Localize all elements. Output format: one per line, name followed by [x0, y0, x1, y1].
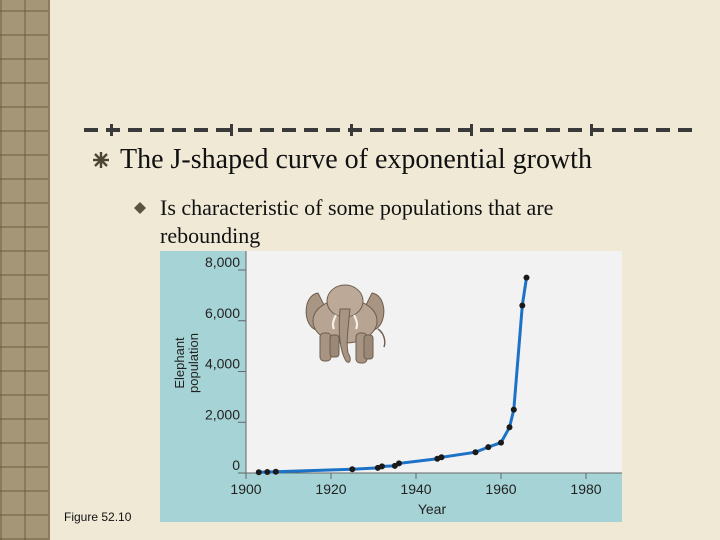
data-point [523, 274, 530, 281]
figure-label: Figure 52.10 [64, 510, 132, 524]
y-tick-label: 2,000 [205, 406, 240, 422]
title-row: The J-shaped curve of exponential growth [92, 144, 592, 176]
y-axis-label: Elephantpopulation [172, 333, 201, 393]
x-tick-label: 1960 [485, 481, 516, 497]
slide-title: The J-shaped curve of exponential growth [120, 144, 592, 175]
separator-tick [110, 124, 113, 136]
title-separator [84, 128, 696, 132]
data-point [472, 449, 479, 456]
separator-tick [350, 124, 353, 136]
x-axis-label: Year [418, 501, 447, 517]
x-tick-label: 1940 [400, 481, 431, 497]
chart-panel: 0 2,000 4,000 6,000 8,000 1900 1920 1940 1960 198… [160, 251, 622, 522]
data-point [519, 302, 526, 309]
y-tick-label: 4,000 [205, 356, 240, 372]
data-point [498, 439, 504, 446]
separator-tick [590, 124, 593, 136]
x-tick-label: 1920 [315, 481, 346, 497]
x-tick-label: 1900 [230, 481, 261, 497]
data-point [506, 424, 513, 431]
data-point [396, 460, 402, 467]
data-point [438, 454, 445, 461]
y-tick-label: 6,000 [205, 305, 240, 321]
data-point [349, 466, 356, 473]
diamond-bullet-icon [134, 202, 146, 214]
data-point [485, 444, 492, 451]
plot-area [246, 251, 622, 473]
x-tick-label: 1980 [570, 481, 601, 497]
star-bullet-icon [93, 152, 109, 168]
data-point [255, 469, 262, 476]
bullet-item: Is characteristic of some populations th… [134, 194, 654, 250]
separator-tick [230, 124, 233, 136]
data-point [264, 469, 271, 475]
bullet-text: Is characteristic of some populations th… [160, 195, 554, 248]
separator-tick [470, 124, 473, 136]
data-point [272, 468, 279, 475]
decorative-side-stripe [0, 0, 50, 540]
population-chart: 0 2,000 4,000 6,000 8,000 1900 1920 1940 1960 198… [172, 251, 622, 517]
data-point [510, 406, 517, 413]
y-tick-label: 0 [232, 457, 240, 473]
elephant-illustration [305, 284, 386, 364]
data-point [379, 463, 385, 470]
y-tick-label: 8,000 [205, 254, 240, 270]
